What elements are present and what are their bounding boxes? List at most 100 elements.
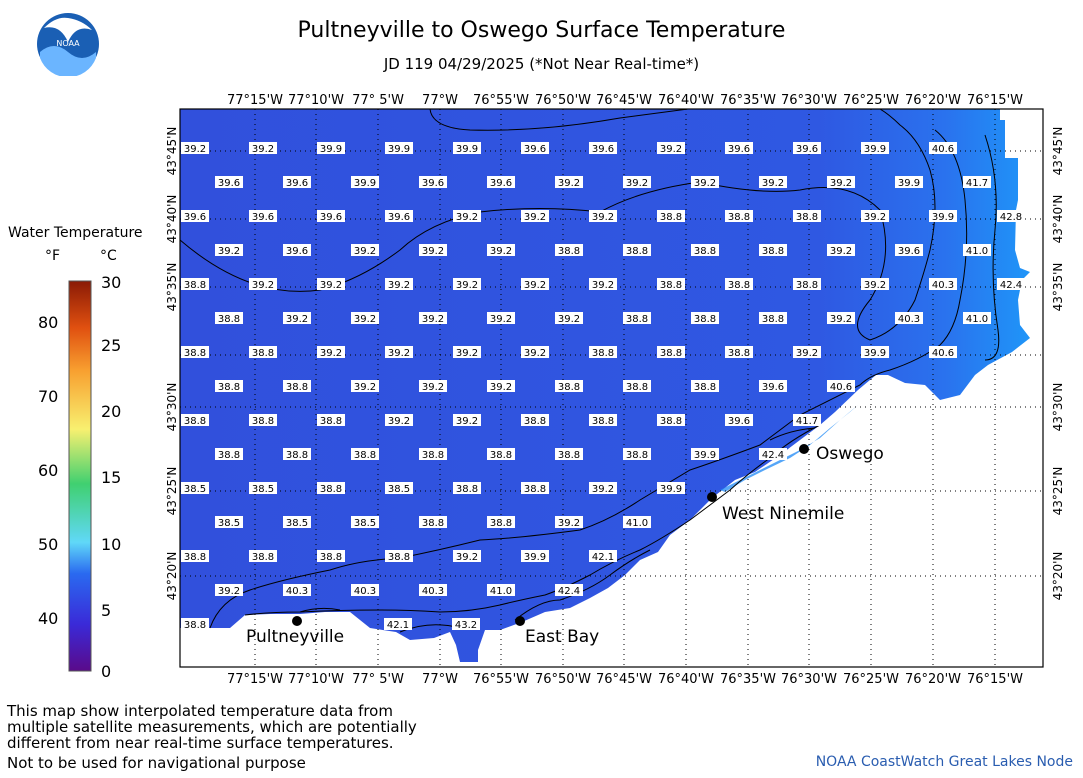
svg-text:38.5: 38.5 (218, 518, 240, 529)
temp-label: 38.8 (759, 312, 787, 325)
temp-label: 38.8 (759, 244, 787, 257)
svg-text:38.8: 38.8 (626, 382, 648, 393)
svg-text:38.8: 38.8 (456, 484, 478, 495)
temp-label: 39.6 (283, 244, 311, 257)
footnote-line: multiple satellite measurements, which a… (7, 718, 417, 736)
svg-text:42.1: 42.1 (387, 620, 409, 631)
svg-text:38.8: 38.8 (660, 212, 682, 223)
temp-label: 41.0 (963, 312, 991, 325)
svg-text:38.8: 38.8 (524, 484, 546, 495)
svg-text:39.2: 39.2 (524, 280, 546, 291)
svg-text:39.9: 39.9 (456, 144, 478, 155)
lat-labels-right: 43°45'N 43°40'N 43°35'N 43°30'N 43°25'N 43°20… (1051, 127, 1065, 601)
svg-text:38.5: 38.5 (184, 484, 206, 495)
temp-label: 41.7 (793, 414, 821, 427)
temp-label: 38.8 (317, 414, 345, 427)
temp-label: 39.2 (521, 346, 549, 359)
lon-label: 76°55'W (473, 672, 529, 687)
svg-text:38.8: 38.8 (660, 280, 682, 291)
temp-label: 40.3 (283, 584, 311, 597)
svg-text:39.2: 39.2 (456, 212, 478, 223)
svg-text:38.8: 38.8 (184, 416, 206, 427)
temp-label: 39.9 (895, 176, 923, 189)
temp-label: 38.8 (657, 414, 685, 427)
temp-label: 41.0 (623, 516, 651, 529)
svg-text:40.6: 40.6 (932, 348, 954, 359)
svg-text:39.9: 39.9 (932, 212, 954, 223)
svg-text:39.2: 39.2 (490, 382, 512, 393)
svg-text:39.2: 39.2 (524, 212, 546, 223)
temp-label: 39.6 (283, 176, 311, 189)
graticule (180, 109, 1043, 667)
temp-label: 39.6 (317, 210, 345, 223)
temp-label: 39.9 (929, 210, 957, 223)
map-subtitle: JD 119 04/29/2025 (*Not Near Real-time*) (383, 55, 700, 73)
temp-label: 38.5 (249, 482, 277, 495)
svg-text:38.8: 38.8 (320, 552, 342, 563)
svg-text:39.6: 39.6 (728, 416, 750, 427)
noaa-logo: NOAA (37, 13, 99, 76)
svg-text:38.8: 38.8 (660, 416, 682, 427)
lon-label: 77°10'W (288, 93, 344, 108)
temp-label: 39.2 (521, 278, 549, 291)
svg-text:39.2: 39.2 (558, 518, 580, 529)
temp-label: 42.4 (555, 584, 583, 597)
svg-text:39.2: 39.2 (252, 144, 274, 155)
lon-label: 76°30'W (781, 672, 837, 687)
place-label: Oswego (816, 444, 884, 464)
lon-label: 76°35'W (720, 93, 776, 108)
temp-label: 38.8 (623, 448, 651, 461)
svg-text:39.2: 39.2 (388, 348, 410, 359)
temp-label: 39.6 (521, 142, 549, 155)
lat-label: 43°20'N (1051, 552, 1065, 601)
svg-text:39.2: 39.2 (320, 348, 342, 359)
place-markers: Oswego West Ninemile Pultneyville East Bay (246, 444, 884, 647)
lon-label: 77° 5'W (352, 93, 404, 108)
map-frame (179, 108, 1044, 668)
lon-label: 76°15'W (967, 672, 1023, 687)
svg-text:39.2: 39.2 (592, 484, 614, 495)
legend-f-tick: 80 (38, 313, 59, 332)
temp-label: 39.6 (895, 244, 923, 257)
temp-label: 38.5 (181, 482, 209, 495)
place-marker (515, 616, 525, 626)
svg-text:39.6: 39.6 (286, 178, 308, 189)
svg-text:39.2: 39.2 (864, 280, 886, 291)
temp-label: 38.8 (215, 448, 243, 461)
temp-label: 38.8 (181, 618, 209, 631)
temp-label: 38.8 (793, 210, 821, 223)
svg-text:39.2: 39.2 (558, 178, 580, 189)
temp-label: 39.2 (487, 380, 515, 393)
svg-text:38.8: 38.8 (660, 348, 682, 359)
svg-text:39.6: 39.6 (252, 212, 274, 223)
lon-label: 76°45'W (596, 672, 652, 687)
legend-unit-c: °C (100, 248, 117, 264)
svg-text:40.3: 40.3 (422, 586, 444, 597)
svg-text:38.8: 38.8 (694, 246, 716, 257)
legend-f-tick: 40 (38, 609, 59, 628)
temp-label: 38.8 (453, 482, 481, 495)
svg-text:40.6: 40.6 (932, 144, 954, 155)
temp-label: 39.2 (827, 176, 855, 189)
lon-label: 76°15'W (967, 93, 1023, 108)
temp-label: 38.8 (691, 312, 719, 325)
temp-label: 39.6 (725, 142, 753, 155)
temp-label: 39.2 (861, 278, 889, 291)
temp-label: 38.8 (657, 278, 685, 291)
svg-text:38.8: 38.8 (694, 314, 716, 325)
temp-label: 39.6 (759, 380, 787, 393)
svg-text:39.2: 39.2 (218, 246, 240, 257)
temp-label: 38.8 (249, 550, 277, 563)
lat-label: 43°20'N (165, 552, 179, 601)
svg-text:40.3: 40.3 (354, 586, 376, 597)
temp-label: 39.2 (827, 312, 855, 325)
temp-label: 38.8 (793, 278, 821, 291)
temp-label: 39.2 (589, 210, 617, 223)
svg-text:39.2: 39.2 (354, 314, 376, 325)
lon-label: 76°30'W (781, 93, 837, 108)
temp-label: 39.2 (385, 346, 413, 359)
temp-label: 38.8 (623, 244, 651, 257)
svg-text:40.6: 40.6 (830, 382, 852, 393)
lake-water (180, 109, 1030, 662)
svg-text:39.2: 39.2 (456, 348, 478, 359)
